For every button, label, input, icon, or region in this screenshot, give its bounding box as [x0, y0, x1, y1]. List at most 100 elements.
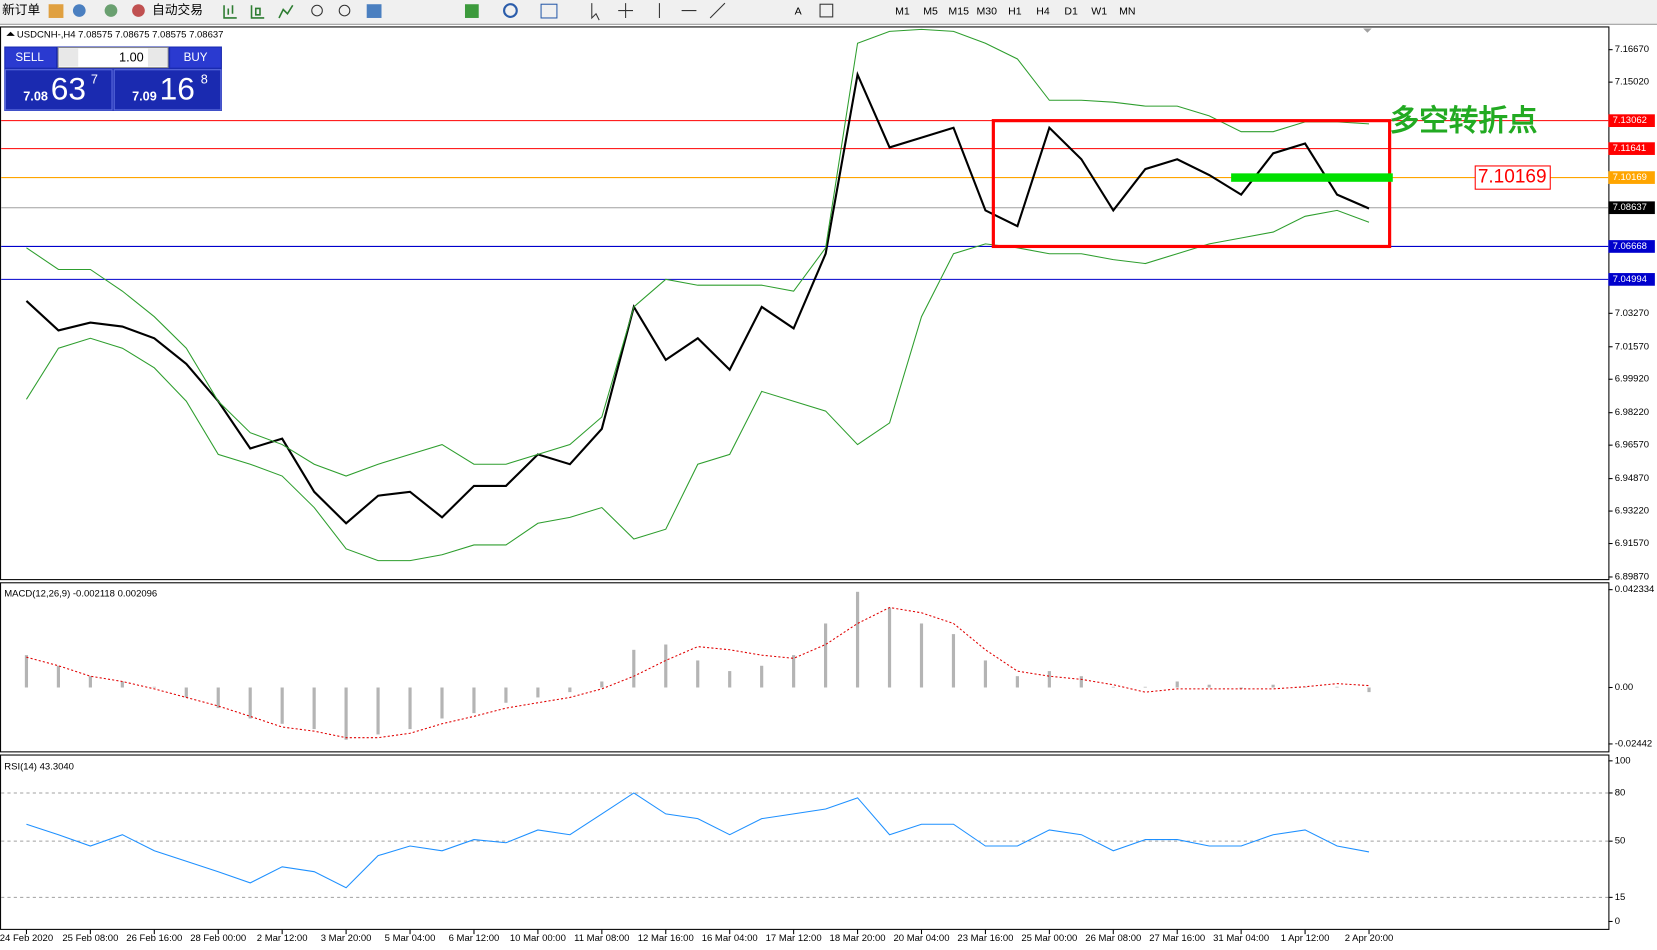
- timeframe-button[interactable]: D1: [1064, 5, 1078, 17]
- ask-fraction: 8: [201, 73, 208, 87]
- auto-trading-icon[interactable]: [132, 4, 145, 17]
- price-tag-label: 7.06668: [1613, 241, 1647, 252]
- rsi-panel: [0, 754, 1610, 930]
- price-tag: [1608, 114, 1655, 127]
- price-tag: [1608, 240, 1655, 253]
- y-tick-label: 7.03270: [1615, 308, 1649, 319]
- collapse-arrow[interactable]: [6, 31, 15, 36]
- panel-title: MACD(12,26,9) -0.002118 0.002096: [4, 588, 157, 599]
- x-tick-label: 5 Mar 04:00: [385, 933, 436, 944]
- price-tag: [1608, 171, 1655, 184]
- macd-bar: [951, 634, 956, 688]
- icon[interactable]: [104, 4, 118, 17]
- macd-bar: [536, 687, 540, 698]
- volume-down[interactable]: [59, 48, 79, 67]
- timeframe-button[interactable]: H1: [1008, 5, 1022, 17]
- pivot-bar: [1231, 173, 1393, 182]
- macd-bar: [440, 687, 444, 719]
- ask-big: 7.09: [132, 90, 157, 104]
- y-tick-label: 80: [1615, 787, 1626, 798]
- zoom-in[interactable]: [311, 4, 323, 17]
- y-tick-label: 7.16670: [1615, 44, 1649, 55]
- sell-price-box[interactable]: [4, 69, 113, 111]
- price-tag: [1608, 273, 1655, 286]
- y-tick-label: 0.00: [1615, 682, 1634, 693]
- icon[interactable]: [464, 4, 479, 18]
- cursor-tool[interactable]: [591, 3, 600, 21]
- icon[interactable]: [250, 5, 265, 19]
- macd-bar: [1175, 681, 1179, 688]
- icon[interactable]: [503, 3, 518, 18]
- macd-bar: [568, 687, 572, 693]
- y-tick-label: 100: [1615, 755, 1631, 766]
- macd-bar: [120, 681, 124, 688]
- macd-bar: [248, 687, 252, 719]
- macd-bar: [312, 687, 316, 730]
- x-tick-label: 31 Mar 04:00: [1213, 933, 1269, 944]
- x-tick-label: 2 Apr 20:00: [1345, 933, 1394, 944]
- macd-bar: [472, 687, 476, 714]
- timeframe-button[interactable]: M1: [895, 5, 910, 17]
- price-tag-label: 7.04994: [1613, 274, 1647, 285]
- timeframe-button[interactable]: MN: [1119, 5, 1135, 17]
- x-tick-label: 3 Mar 20:00: [321, 933, 372, 944]
- y-tick-label: 7.15020: [1615, 77, 1649, 88]
- x-tick-label: 10 Mar 00:00: [510, 933, 566, 944]
- pivot-label-box: [1474, 165, 1551, 190]
- draw-tools[interactable]: [658, 2, 726, 19]
- icon[interactable]: [48, 4, 64, 18]
- auto-trading-button[interactable]: 自动交易: [152, 2, 203, 17]
- icon[interactable]: [223, 5, 237, 19]
- timeframe-button[interactable]: H4: [1036, 5, 1050, 17]
- macd-bar: [1335, 686, 1339, 688]
- macd-bar: [632, 649, 636, 688]
- series-line: [26, 792, 1370, 889]
- x-tick-label: 1 Apr 12:00: [1281, 933, 1330, 944]
- buy-price-box[interactable]: [113, 69, 222, 111]
- icon[interactable]: [278, 4, 294, 19]
- icon[interactable]: [540, 3, 558, 19]
- x-tick-label: 6 Mar 12:00: [449, 933, 500, 944]
- timeframe-button[interactable]: M5: [923, 5, 938, 17]
- macd-bar: [1207, 684, 1211, 688]
- volume-up[interactable]: [147, 48, 167, 67]
- macd-bar: [56, 665, 60, 688]
- bid-fraction: 7: [91, 73, 98, 87]
- macd-bar: [824, 623, 828, 688]
- y-tick-label: 6.93220: [1615, 506, 1649, 517]
- icon[interactable]: [366, 4, 382, 18]
- y-tick-label: 15: [1615, 892, 1626, 903]
- x-tick-label: 24 Feb 2020: [0, 933, 53, 944]
- annotation: 多空转折点: [1390, 104, 1538, 137]
- macd-bar: [1367, 687, 1371, 693]
- zoom-out[interactable]: [338, 4, 351, 17]
- macd-bar: [1143, 686, 1147, 688]
- x-tick-label: 25 Mar 00:00: [1021, 933, 1077, 944]
- shift-marker[interactable]: [1363, 28, 1372, 33]
- label-tool[interactable]: [819, 3, 834, 18]
- macd-bar: [887, 607, 892, 688]
- x-tick-label: 23 Mar 16:00: [957, 933, 1013, 944]
- buy-button[interactable]: [170, 47, 221, 68]
- panel-title: USDCNH-,H4 7.08575 7.08675 7.08575 7.086…: [17, 29, 224, 40]
- timeframe-button[interactable]: W1: [1091, 5, 1107, 17]
- x-tick-label: 26 Feb 16:00: [126, 933, 182, 944]
- pivot-label: 7.10169: [1478, 167, 1547, 188]
- bid-big: 7.08: [23, 90, 48, 104]
- timeframe-button[interactable]: M15: [948, 5, 969, 17]
- x-tick-label: 28 Feb 00:00: [190, 933, 246, 944]
- y-tick-label: 7.01570: [1615, 341, 1649, 352]
- new-order-button[interactable]: 新订单: [2, 2, 40, 17]
- macd-bar: [88, 676, 92, 688]
- volume-value[interactable]: 1.00: [119, 50, 144, 64]
- crosshair-tool[interactable]: [618, 3, 634, 18]
- timeframe-button[interactable]: M30: [977, 5, 998, 17]
- icon[interactable]: [72, 4, 86, 17]
- macd-bar: [184, 687, 188, 698]
- volume-input[interactable]: [57, 47, 169, 69]
- macd-bar: [792, 655, 796, 688]
- sell-button[interactable]: [5, 47, 57, 68]
- text-tool[interactable]: A: [795, 5, 803, 17]
- buy-label[interactable]: BUY: [184, 51, 208, 64]
- sell-label[interactable]: SELL: [15, 51, 44, 64]
